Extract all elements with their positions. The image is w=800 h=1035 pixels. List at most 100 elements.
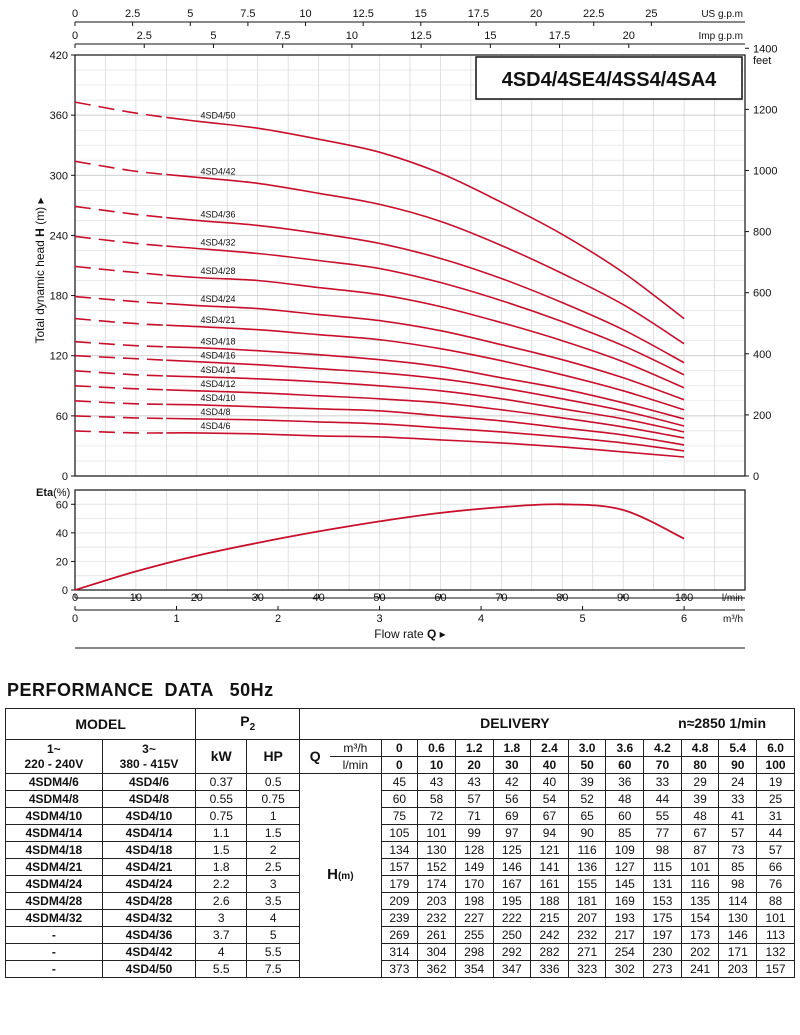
head-value-cell: 298 bbox=[454, 943, 494, 961]
hp-cell: 4 bbox=[246, 909, 301, 927]
head-value-cell: 90 bbox=[567, 824, 607, 842]
hp-cell: 3.5 bbox=[246, 892, 301, 910]
model-3ph-cell: 4SD4/42 bbox=[101, 943, 197, 961]
head-value-cell: 72 bbox=[417, 807, 456, 825]
head-value-cell: 127 bbox=[605, 858, 645, 876]
m3h-tick-label: 6 bbox=[681, 613, 687, 625]
q-lmin-cell: 60 bbox=[605, 756, 645, 774]
lmin-label: l/min bbox=[722, 593, 743, 604]
head-value-cell: 57 bbox=[756, 841, 795, 859]
head-value-cell: 44 bbox=[643, 790, 682, 808]
curve-4SD4/36 bbox=[166, 216, 685, 364]
curve-label: 4SD4/32 bbox=[200, 237, 235, 247]
curve-label: 4SD4/24 bbox=[200, 294, 235, 304]
model-3ph-cell: 4SD4/24 bbox=[101, 875, 197, 893]
head-value-cell: 149 bbox=[454, 858, 494, 876]
head-value-cell: 215 bbox=[530, 909, 569, 927]
p2-subscript: 2 bbox=[249, 721, 256, 733]
curve-4SD4/8 bbox=[166, 417, 685, 452]
y2-tick-label: 400 bbox=[753, 349, 771, 361]
curve-4SD4/28 bbox=[166, 274, 685, 389]
head-value-cell: 250 bbox=[492, 926, 532, 944]
head-value-cell: 44 bbox=[756, 824, 795, 842]
head-value-cell: 58 bbox=[417, 790, 456, 808]
q-lmin-cell: 50 bbox=[567, 756, 607, 774]
head-value-cell: 217 bbox=[605, 926, 645, 944]
head-value-cell: 98 bbox=[643, 841, 682, 859]
head-value-cell: 232 bbox=[567, 926, 607, 944]
q-m3h-cell: 3.6 bbox=[605, 739, 645, 757]
curve-4SD4/14 bbox=[166, 375, 685, 433]
hp-cell: 1.5 bbox=[246, 824, 301, 842]
head-value-cell: 273 bbox=[643, 960, 682, 978]
curve-label: 4SD4/16 bbox=[200, 350, 235, 360]
y-tick-label: 180 bbox=[50, 291, 68, 303]
head-value-cell: 136 bbox=[567, 858, 607, 876]
model-1ph-cell: - bbox=[5, 926, 103, 944]
head-value-cell: 146 bbox=[718, 926, 758, 944]
head-value-cell: 173 bbox=[680, 926, 720, 944]
head-value-cell: 97 bbox=[492, 824, 532, 842]
y2-axis-label: feet bbox=[753, 55, 771, 67]
model-header: MODEL bbox=[4, 708, 197, 740]
speed-label: n≈2850 1/min bbox=[678, 715, 766, 731]
head-value-cell: 67 bbox=[530, 807, 569, 825]
curve-label: 4SD4/28 bbox=[200, 266, 235, 276]
head-value-cell: 132 bbox=[756, 943, 795, 961]
unit-lmin: l/min bbox=[330, 756, 382, 774]
head-value-cell: 125 bbox=[492, 841, 532, 859]
head-value-cell: 193 bbox=[605, 909, 645, 927]
kw-cell: 1.1 bbox=[195, 824, 248, 842]
head-value-cell: 43 bbox=[417, 773, 456, 791]
kw-cell: 1.8 bbox=[195, 858, 248, 876]
head-value-cell: 239 bbox=[380, 909, 419, 927]
head-value-cell: 48 bbox=[680, 807, 720, 825]
model-3ph-cell: 4SD4/21 bbox=[101, 858, 197, 876]
col-1ph: 1~ 220 - 240V bbox=[5, 739, 103, 774]
curve-label: 4SD4/6 bbox=[200, 421, 230, 431]
model-3ph-cell: 4SD4/36 bbox=[101, 926, 197, 944]
head-value-cell: 99 bbox=[454, 824, 494, 842]
head-value-cell: 94 bbox=[530, 824, 569, 842]
head-value-cell: 134 bbox=[380, 841, 419, 859]
hp-cell: 5.5 bbox=[246, 943, 301, 961]
head-value-cell: 101 bbox=[417, 824, 456, 842]
head-value-cell: 154 bbox=[680, 909, 720, 927]
lmin-tick-label: 80 bbox=[556, 592, 568, 604]
us-gpm-tick-label: 10 bbox=[299, 8, 311, 20]
hp-cell: 5 bbox=[246, 926, 301, 944]
kw-cell: 1.5 bbox=[195, 841, 248, 859]
head-value-cell: 179 bbox=[380, 875, 419, 893]
head-value-cell: 230 bbox=[643, 943, 682, 961]
head-value-cell: 271 bbox=[567, 943, 607, 961]
hp-cell: 2.5 bbox=[246, 858, 301, 876]
q-lmin-cell: 30 bbox=[492, 756, 532, 774]
head-value-cell: 175 bbox=[643, 909, 682, 927]
title-box bbox=[475, 56, 743, 100]
y2-tick-label: 800 bbox=[753, 227, 771, 239]
curve-4SD4/50 bbox=[166, 116, 685, 320]
hp-cell: 3 bbox=[246, 875, 301, 893]
head-value-cell: 157 bbox=[380, 858, 419, 876]
head-value-cell: 24 bbox=[718, 773, 758, 791]
head-value-cell: 128 bbox=[454, 841, 494, 859]
imp-gpm-tick-label: 17.5 bbox=[549, 30, 570, 42]
curve-4SD4/42 bbox=[166, 173, 685, 345]
y-tick-label: 300 bbox=[50, 170, 68, 182]
kw-cell: 0.37 bbox=[195, 773, 248, 791]
q-m3h-cell: 0 bbox=[380, 739, 419, 757]
eta-plot-frame bbox=[74, 489, 746, 591]
curve-4SD4/12 bbox=[166, 389, 685, 439]
imp-gpm-tick-label: 2.5 bbox=[137, 30, 152, 42]
head-value-cell: 195 bbox=[492, 892, 532, 910]
head-value-cell: 40 bbox=[530, 773, 569, 791]
kw-cell: 3 bbox=[195, 909, 248, 927]
hp-cell: 7.5 bbox=[246, 960, 301, 978]
table-body: 4SDM4/6 4SD4/6 0.37 0.5 H(m) 45 43 43 42 40 39 36 33… bbox=[5, 773, 795, 978]
head-value-cell: 67 bbox=[680, 824, 720, 842]
imp-gpm-tick-label: 15 bbox=[484, 30, 496, 42]
q-lmin-cell: 100 bbox=[756, 756, 795, 774]
head-value-cell: 232 bbox=[417, 909, 456, 927]
eta-y-tick-label: 40 bbox=[56, 528, 68, 540]
head-value-cell: 65 bbox=[567, 807, 607, 825]
